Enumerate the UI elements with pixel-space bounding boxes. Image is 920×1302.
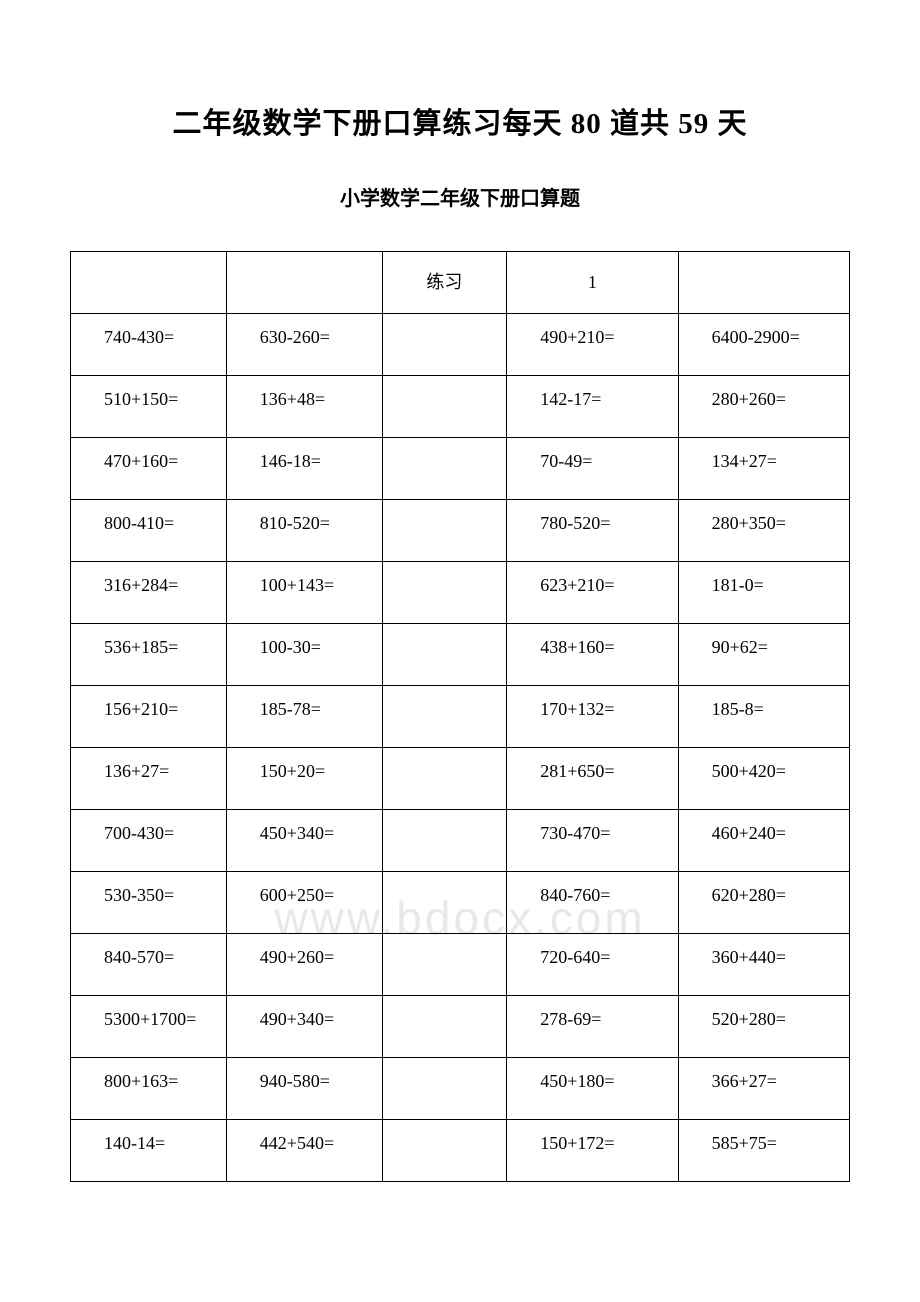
table-row: 470+160= 146-18= 70-49= 134+27= [71, 438, 850, 500]
table-cell [382, 376, 507, 438]
table-cell: 490+210= [507, 314, 678, 376]
table-row: 740-430= 630-260= 490+210= 6400-2900= [71, 314, 850, 376]
table-cell: 450+180= [507, 1058, 678, 1120]
table-cell: 142-17= [507, 376, 678, 438]
table-cell: 520+280= [678, 996, 849, 1058]
table-cell: 90+62= [678, 624, 849, 686]
table-cell: 136+27= [71, 748, 227, 810]
table-cell: 600+250= [226, 872, 382, 934]
table-cell: 5300+1700= [71, 996, 227, 1058]
table-cell [71, 252, 227, 314]
practice-table: 练习 1 740-430= 630-260= 490+210= 6400-290… [70, 251, 850, 1182]
header-label: 练习 [382, 252, 507, 314]
table-cell [382, 314, 507, 376]
table-cell: 140-14= [71, 1120, 227, 1182]
table-cell: 316+284= [71, 562, 227, 624]
header-number: 1 [507, 252, 678, 314]
table-row: 156+210= 185-78= 170+132= 185-8= [71, 686, 850, 748]
table-row: 140-14= 442+540= 150+172= 585+75= [71, 1120, 850, 1182]
table-cell: 490+340= [226, 996, 382, 1058]
table-cell: 800-410= [71, 500, 227, 562]
table-cell: 156+210= [71, 686, 227, 748]
table-cell [382, 1058, 507, 1120]
table-cell: 740-430= [71, 314, 227, 376]
table-cell: 134+27= [678, 438, 849, 500]
table-cell [382, 686, 507, 748]
table-cell [678, 252, 849, 314]
table-row: 536+185= 100-30= 438+160= 90+62= [71, 624, 850, 686]
table-cell: 530-350= [71, 872, 227, 934]
table-cell [382, 748, 507, 810]
table-row: 800-410= 810-520= 780-520= 280+350= [71, 500, 850, 562]
table-cell: 536+185= [71, 624, 227, 686]
table-cell: 780-520= [507, 500, 678, 562]
table-cell: 6400-2900= [678, 314, 849, 376]
table-container: www.bdocx.com 练习 1 740-430= 630-260= 490… [70, 251, 850, 1182]
table-cell: 100+143= [226, 562, 382, 624]
table-cell: 620+280= [678, 872, 849, 934]
table-cell: 278-69= [507, 996, 678, 1058]
table-cell: 150+172= [507, 1120, 678, 1182]
table-cell [382, 1120, 507, 1182]
table-cell: 438+160= [507, 624, 678, 686]
table-cell [382, 810, 507, 872]
table-row: 800+163= 940-580= 450+180= 366+27= [71, 1058, 850, 1120]
table-cell: 800+163= [71, 1058, 227, 1120]
table-cell: 630-260= [226, 314, 382, 376]
table-cell: 450+340= [226, 810, 382, 872]
table-cell [382, 872, 507, 934]
table-row: 530-350= 600+250= 840-760= 620+280= [71, 872, 850, 934]
table-cell: 810-520= [226, 500, 382, 562]
table-cell [382, 934, 507, 996]
table-cell: 470+160= [71, 438, 227, 500]
table-cell [382, 500, 507, 562]
table-cell: 70-49= [507, 438, 678, 500]
table-cell: 940-580= [226, 1058, 382, 1120]
table-cell [382, 624, 507, 686]
table-cell: 700-430= [71, 810, 227, 872]
page-subtitle: 小学数学二年级下册口算题 [70, 182, 850, 211]
table-cell: 623+210= [507, 562, 678, 624]
table-row: 510+150= 136+48= 142-17= 280+260= [71, 376, 850, 438]
table-cell: 490+260= [226, 934, 382, 996]
table-cell: 360+440= [678, 934, 849, 996]
table-row: 136+27= 150+20= 281+650= 500+420= [71, 748, 850, 810]
table-cell [226, 252, 382, 314]
table-row: 700-430= 450+340= 730-470= 460+240= [71, 810, 850, 872]
table-cell: 185-8= [678, 686, 849, 748]
table-cell: 500+420= [678, 748, 849, 810]
table-cell: 170+132= [507, 686, 678, 748]
page-title: 二年级数学下册口算练习每天 80 道共 59 天 [70, 100, 850, 142]
table-row: 316+284= 100+143= 623+210= 181-0= [71, 562, 850, 624]
table-cell: 136+48= [226, 376, 382, 438]
table-row: 840-570= 490+260= 720-640= 360+440= [71, 934, 850, 996]
table-cell: 181-0= [678, 562, 849, 624]
table-cell: 281+650= [507, 748, 678, 810]
table-cell: 585+75= [678, 1120, 849, 1182]
table-cell: 150+20= [226, 748, 382, 810]
table-cell: 730-470= [507, 810, 678, 872]
table-cell: 720-640= [507, 934, 678, 996]
table-cell: 442+540= [226, 1120, 382, 1182]
table-cell: 840-760= [507, 872, 678, 934]
table-cell: 185-78= [226, 686, 382, 748]
table-header-row: 练习 1 [71, 252, 850, 314]
table-cell: 280+350= [678, 500, 849, 562]
table-cell: 840-570= [71, 934, 227, 996]
table-cell [382, 438, 507, 500]
table-cell: 460+240= [678, 810, 849, 872]
table-cell: 510+150= [71, 376, 227, 438]
table-cell: 100-30= [226, 624, 382, 686]
table-cell [382, 562, 507, 624]
table-cell: 280+260= [678, 376, 849, 438]
table-row: 5300+1700= 490+340= 278-69= 520+280= [71, 996, 850, 1058]
table-cell: 146-18= [226, 438, 382, 500]
table-cell [382, 996, 507, 1058]
table-cell: 366+27= [678, 1058, 849, 1120]
